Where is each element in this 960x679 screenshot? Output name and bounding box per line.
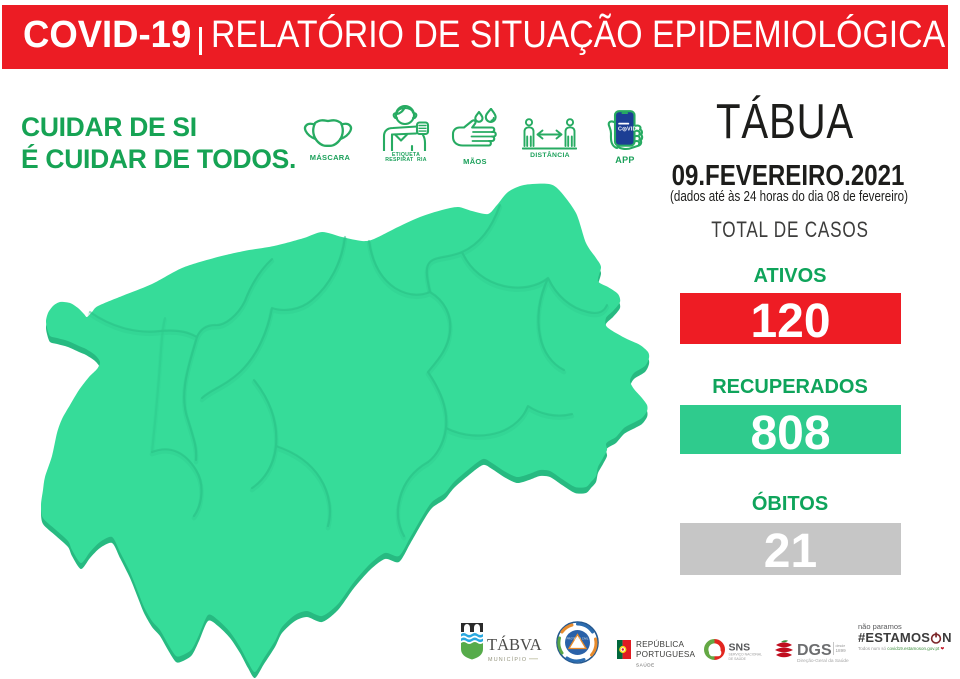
svg-text:REPÚBLICA: REPÚBLICA <box>636 639 685 649</box>
svg-text:desde: desde <box>836 644 846 648</box>
svg-text:MUNICÍPIO: MUNICÍPIO <box>488 656 527 663</box>
svg-text:PORTUGUESA: PORTUGUESA <box>636 650 696 659</box>
svg-text:SAÚDE: SAÚDE <box>636 662 655 668</box>
svg-text:Direção-Geral da Saúde: Direção-Geral da Saúde <box>797 658 849 664</box>
svg-text:SNS: SNS <box>729 642 751 654</box>
svg-text:TÁBVA: TÁBVA <box>487 635 542 654</box>
svg-text:DGS: DGS <box>797 642 832 659</box>
svg-text:SERVIÇO NACIONAL: SERVIÇO NACIONAL <box>729 653 763 657</box>
svg-text:C◎VID: C◎VID <box>618 127 637 133</box>
svg-text:1899: 1899 <box>836 648 847 653</box>
svg-text:PROTEÇÃO CIVIL: PROTEÇÃO CIVIL <box>567 636 589 641</box>
svg-text:DE SAÚDE: DE SAÚDE <box>729 656 747 661</box>
